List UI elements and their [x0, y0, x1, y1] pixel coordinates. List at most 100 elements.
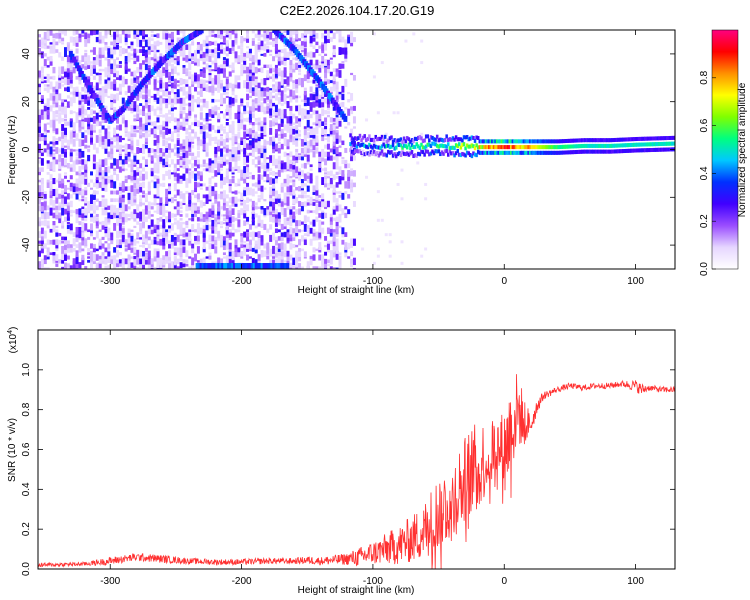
spectrogram-carrier-cell — [491, 139, 494, 144]
spectrogram-carrier-cell — [658, 136, 661, 141]
spectrogram-cell — [176, 251, 180, 256]
spectrogram-cell — [222, 242, 226, 251]
spectrogram-carrier-cell — [439, 152, 442, 157]
spectrogram-cell — [40, 236, 44, 241]
spectrogram-carrier-cell — [547, 139, 551, 144]
spectrogram-cell — [194, 54, 198, 63]
spectrogram-cell — [191, 152, 195, 156]
spectrogram-cell — [243, 158, 247, 166]
spectrogram-cell — [215, 263, 219, 269]
spectrogram-cell — [263, 223, 267, 230]
spectrogram-cell — [222, 177, 226, 186]
spectrogram-cell — [248, 232, 252, 238]
spectrogram-cell — [66, 95, 70, 99]
spectrogram-cell — [312, 247, 316, 253]
spectrogram-cell — [306, 103, 310, 106]
spectrogram-cell — [250, 263, 254, 269]
spectrogram-cell — [350, 152, 354, 157]
spectrogram-cell — [40, 185, 44, 193]
spectrogram-cell — [66, 240, 70, 245]
spectrogram-cell — [118, 252, 122, 256]
spectrogram-cell — [202, 216, 206, 223]
spectrogram-cell — [194, 209, 198, 214]
spectrogram-cell — [208, 166, 212, 173]
spectrogram-cell — [257, 38, 261, 41]
spectrogram-cell — [130, 78, 134, 85]
spectrogram-cell — [176, 98, 180, 104]
spectrogram-cell — [251, 74, 255, 82]
spectrogram-cell — [260, 162, 264, 169]
spectrogram-cell — [277, 56, 281, 62]
spectrogram-cell — [87, 55, 91, 63]
spectrogram-cell — [124, 62, 128, 70]
spectrogram-cell — [318, 101, 322, 108]
spectrogram-cell — [188, 62, 192, 71]
spectrogram-cell — [110, 93, 114, 101]
spectrogram-cell — [257, 82, 261, 89]
spectrogram-cell — [78, 221, 82, 226]
spectrogram-cell — [69, 182, 73, 188]
spectrogram-cell — [225, 226, 229, 235]
spectrogram-cell — [84, 266, 88, 269]
spectrogram-cell — [228, 219, 232, 227]
spectrogram-cell — [55, 110, 59, 115]
spectrogram-cell — [231, 208, 235, 215]
spectrogram-cell — [205, 263, 209, 269]
spectrogram-cell — [214, 146, 218, 154]
spectrogram-cell — [40, 265, 44, 269]
spectrogram-cell — [254, 117, 258, 122]
spectrogram-cell — [101, 195, 105, 198]
spectrogram-cell — [254, 140, 258, 146]
spectrogram-cell — [104, 198, 108, 202]
spectrogram-cell — [194, 167, 198, 172]
spectrogram-cell — [263, 64, 267, 68]
spectrogram-cell — [95, 225, 99, 229]
spectrogram-cell — [64, 47, 68, 55]
spectrogram-cell — [220, 30, 224, 35]
spectrogram-cell — [211, 227, 215, 234]
spectrogram-cell — [38, 129, 41, 133]
spectrogram-cell — [220, 134, 224, 137]
spectrogram-cell — [116, 207, 120, 216]
spectrogram-cell — [248, 122, 252, 125]
snr-exponent-label: (x104) — [7, 327, 19, 354]
spectrogram-cell — [202, 101, 206, 108]
spectrogram-cell — [153, 149, 157, 152]
spectrogram-cell — [338, 177, 342, 185]
spectrogram-cell — [133, 83, 137, 88]
spectrogram-cell — [214, 99, 218, 103]
spectrogram-cell — [162, 89, 166, 97]
spectrogram-cell — [338, 225, 342, 229]
spectrogram-cell — [312, 137, 316, 141]
spectrogram-cell — [162, 114, 166, 118]
spectrogram-carrier-cell — [606, 138, 609, 143]
spectrogram-cell — [214, 78, 218, 85]
spectrogram-cell — [254, 246, 258, 254]
spectrogram-cell — [179, 250, 183, 257]
spectrogram-cell — [182, 110, 186, 115]
spectrogram-cell — [153, 81, 157, 90]
spectrogram-cell — [321, 210, 325, 213]
spectrogram-carrier-cell — [538, 145, 541, 150]
spectrogram-carrier-cell — [543, 150, 546, 155]
spectrogram-cell — [257, 257, 261, 266]
spectrogram-cell — [110, 232, 114, 237]
spectrogram-cell — [260, 219, 264, 227]
spectrogram-cell — [263, 187, 267, 190]
spectrogram-cell — [292, 63, 296, 69]
spectrogram-cell — [182, 162, 186, 169]
spectrogram-cell — [289, 121, 293, 126]
spectrogram-cell — [46, 267, 50, 269]
spectrogram-carrier-cell — [487, 150, 491, 155]
spectrogram-cell — [90, 232, 94, 237]
spectrogram-cell — [144, 144, 148, 149]
spectrogram-cell — [254, 106, 258, 111]
spectrogram-carrier-cell — [481, 145, 485, 150]
spectrogram-cell — [124, 204, 128, 212]
spectrogram-cell — [214, 246, 218, 254]
spectrogram-cell — [324, 69, 328, 78]
spectrogram-cell — [272, 115, 276, 118]
spectrogram-cell — [170, 105, 174, 112]
spectrogram-cell — [199, 216, 203, 222]
spectrogram-cell — [90, 135, 94, 143]
